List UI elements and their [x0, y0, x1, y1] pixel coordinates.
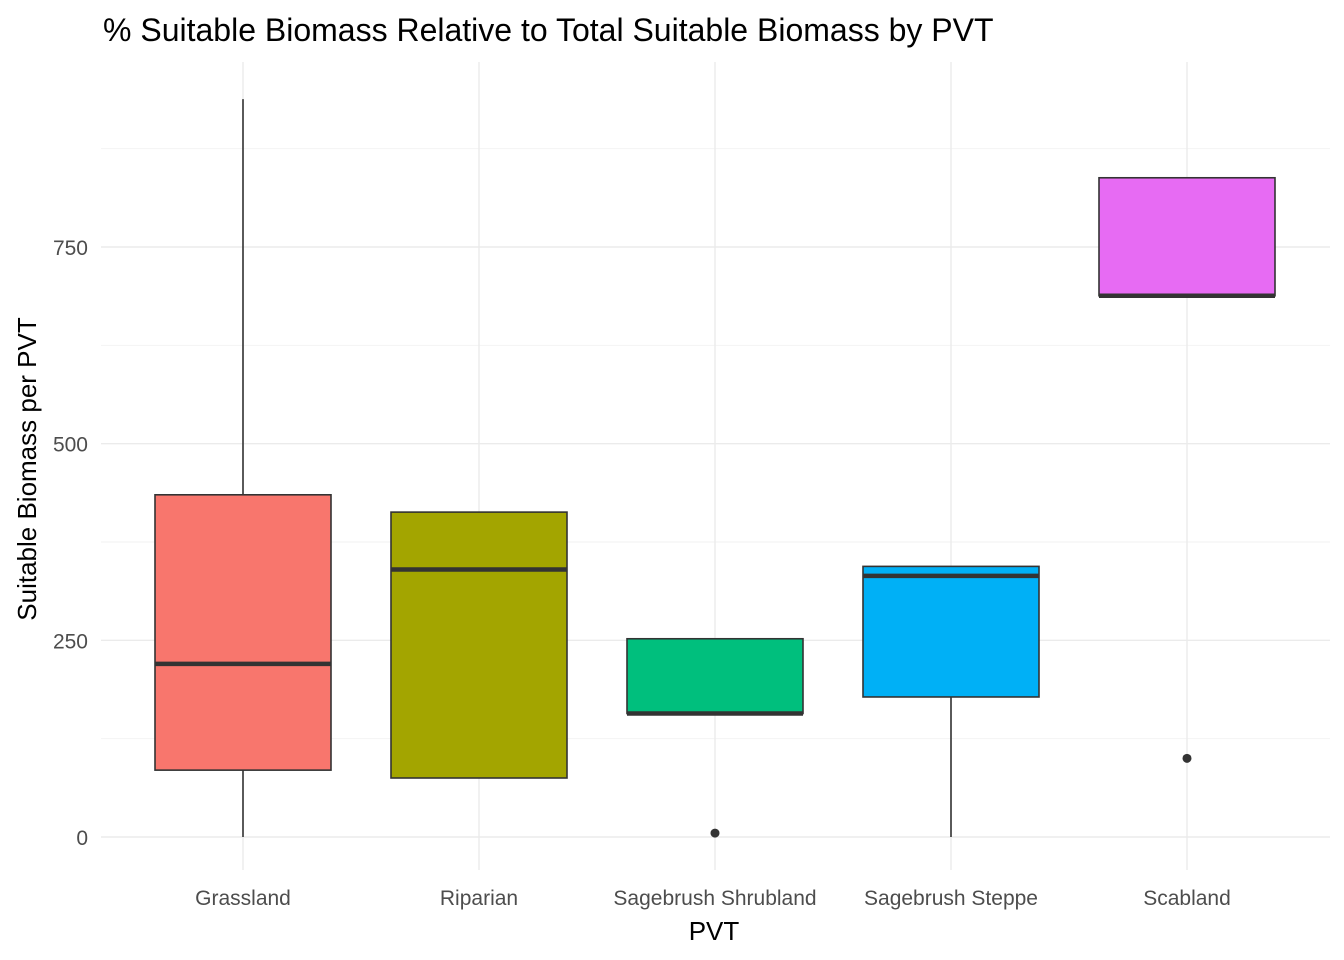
y-tick-label: 250: [53, 630, 88, 653]
boxes: [154, 99, 1276, 838]
box-sagebrush-steppe: [862, 565, 1040, 837]
y-tick-label: 0: [76, 827, 88, 850]
box-iqr: [1098, 176, 1276, 297]
y-tick-label: 500: [53, 434, 88, 457]
x-tick-label: Sagebrush Steppe: [864, 887, 1038, 910]
box-sagebrush-shrubland: [626, 637, 804, 838]
x-axis-title: PVT: [689, 916, 740, 946]
x-tick-label: Riparian: [440, 887, 518, 910]
x-tick-label: Grassland: [195, 887, 291, 910]
x-tick-label: Scabland: [1143, 887, 1231, 910]
outlier-point: [1182, 753, 1192, 763]
box-iqr: [862, 565, 1040, 698]
x-axis-ticks: Grassland Riparian Sagebrush Shrubland Sage…: [195, 887, 1231, 910]
y-axis-ticks: 0 250 500 750: [53, 237, 88, 850]
box-scabland: [1098, 176, 1276, 763]
box-grassland: [154, 99, 332, 837]
y-tick-label: 750: [53, 237, 88, 260]
chart-title: % Suitable Biomass Relative to Total Sui…: [103, 12, 994, 48]
box-iqr: [390, 511, 568, 779]
y-axis-title: Suitable Biomass per PVT: [12, 317, 42, 621]
outlier-point: [710, 828, 720, 838]
box-iqr: [626, 637, 804, 715]
box-iqr: [154, 493, 332, 771]
x-tick-label: Sagebrush Shrubland: [613, 887, 816, 910]
box-riparian: [390, 511, 568, 779]
